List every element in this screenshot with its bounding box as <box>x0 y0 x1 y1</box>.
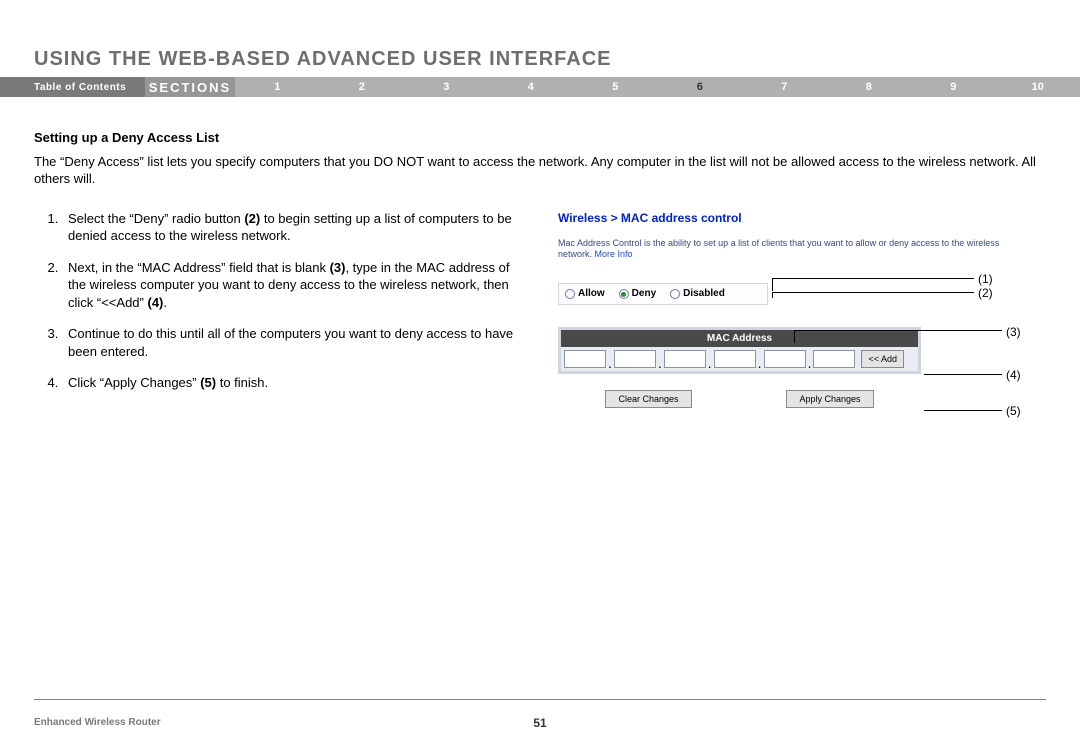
content-area: Setting up a Deny Access List The “Deny … <box>0 97 1080 408</box>
panel-description: Mac Address Control is the ability to se… <box>558 238 1018 260</box>
more-info-link[interactable]: More Info <box>595 249 633 259</box>
radio-icon[interactable] <box>565 289 575 299</box>
step-text: Click “Apply Changes” <box>68 375 200 390</box>
mac-segment-input[interactable] <box>714 350 756 368</box>
section-link-3[interactable]: 3 <box>404 77 489 97</box>
toc-link[interactable]: Table of Contents <box>0 77 145 97</box>
deny-option[interactable]: Deny <box>619 287 656 301</box>
step-2: Next, in the “MAC Address” field that is… <box>62 259 528 312</box>
step-3: Continue to do this until all of the com… <box>62 325 528 360</box>
callout-2: (2) <box>978 285 993 301</box>
section-link-10[interactable]: 10 <box>996 77 1080 97</box>
step-ref: (5) <box>200 375 216 390</box>
section-link-7[interactable]: 7 <box>742 77 827 97</box>
mac-address-table: MAC Address . . . . . << Add <box>558 327 921 375</box>
step-text: Select the “Deny” radio button <box>68 211 244 226</box>
section-link-5[interactable]: 5 <box>573 77 658 97</box>
step-text: Next, in the “MAC Address” field that is… <box>68 260 330 275</box>
apply-changes-button[interactable]: Apply Changes <box>786 390 873 408</box>
option-label: Deny <box>632 287 656 301</box>
router-panel: Wireless > MAC address control Mac Addre… <box>558 210 1018 409</box>
mac-header: MAC Address <box>561 330 918 348</box>
option-label: Allow <box>578 287 605 301</box>
callout-4: (4) <box>1006 367 1021 383</box>
section-link-2[interactable]: 2 <box>320 77 405 97</box>
step-text: Continue to do this until all of the com… <box>68 326 513 359</box>
callout-line <box>772 278 773 291</box>
section-link-8[interactable]: 8 <box>827 77 912 97</box>
callout-line <box>794 330 1002 331</box>
step-ref: (3) <box>330 260 346 275</box>
section-link-9[interactable]: 9 <box>911 77 996 97</box>
callout-line <box>794 330 795 343</box>
footer-spacer <box>1043 717 1046 728</box>
section-heading: Setting up a Deny Access List <box>34 129 1046 147</box>
callout-5: (5) <box>1006 403 1021 419</box>
access-mode-options: Allow Deny Disabled <box>558 283 768 305</box>
step-ref: (2) <box>244 211 260 226</box>
callout-line <box>772 292 974 293</box>
page-title: USING THE WEB-BASED ADVANCED USER INTERF… <box>0 0 1080 77</box>
clear-changes-button[interactable]: Clear Changes <box>605 390 691 408</box>
callout-line <box>924 374 1002 375</box>
screenshot-column: Wireless > MAC address control Mac Addre… <box>558 210 1046 409</box>
section-intro: The “Deny Access” list lets you specify … <box>34 153 1046 188</box>
panel-breadcrumb: Wireless > MAC address control <box>558 210 1018 226</box>
step-text: to finish. <box>216 375 268 390</box>
page-footer: Enhanced Wireless Router 51 <box>34 717 1046 728</box>
mac-input-row: . . . . . << Add <box>561 347 918 371</box>
section-link-4[interactable]: 4 <box>489 77 574 97</box>
page-number: 51 <box>533 716 546 730</box>
add-button[interactable]: << Add <box>861 350 904 368</box>
footer-product-name: Enhanced Wireless Router <box>34 717 161 728</box>
step-1: Select the “Deny” radio button (2) to be… <box>62 210 528 245</box>
allow-option[interactable]: Allow <box>565 287 605 301</box>
mac-segment-input[interactable] <box>764 350 806 368</box>
step-4: Click “Apply Changes” (5) to finish. <box>62 374 528 392</box>
mac-segment-input[interactable] <box>813 350 855 368</box>
sections-nav: Table of Contents SECTIONS 1 2 3 4 5 6 7… <box>0 77 1080 97</box>
callout-3: (3) <box>1006 324 1021 340</box>
callout-line <box>924 410 1002 411</box>
option-label: Disabled <box>683 287 725 301</box>
radio-icon[interactable] <box>619 289 629 299</box>
section-link-6[interactable]: 6 <box>658 77 743 97</box>
instructions-column: Select the “Deny” radio button (2) to be… <box>34 210 528 409</box>
step-text: . <box>163 295 167 310</box>
callout-line <box>772 292 773 298</box>
disabled-option[interactable]: Disabled <box>670 287 725 301</box>
callout-line <box>772 278 974 279</box>
mac-segment-input[interactable] <box>564 350 606 368</box>
mac-segment-input[interactable] <box>664 350 706 368</box>
step-ref: (4) <box>147 295 163 310</box>
radio-icon[interactable] <box>670 289 680 299</box>
footer-rule <box>34 699 1046 700</box>
mac-segment-input[interactable] <box>614 350 656 368</box>
section-link-1[interactable]: 1 <box>235 77 320 97</box>
sections-label: SECTIONS <box>145 77 235 97</box>
action-buttons-row: Clear Changes Apply Changes <box>558 390 921 408</box>
